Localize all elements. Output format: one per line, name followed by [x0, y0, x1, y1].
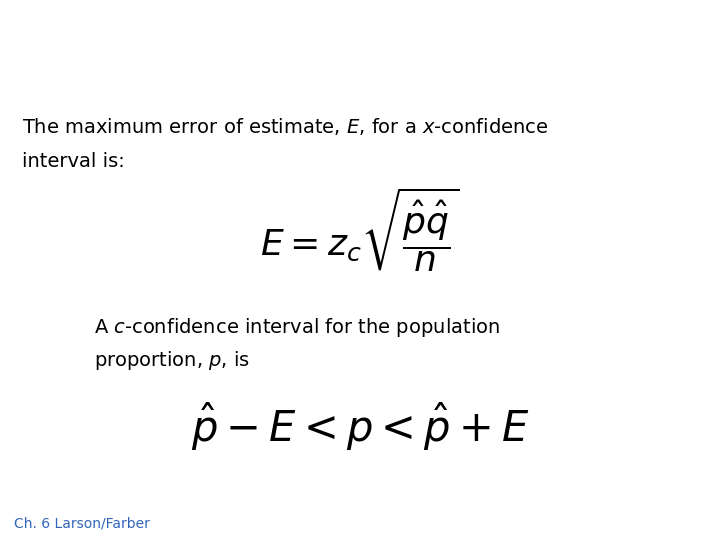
Text: Confidence Intervals for Population: Confidence Intervals for Population	[55, 22, 665, 51]
Text: Proportions: Proportions	[259, 64, 461, 93]
Text: interval is:: interval is:	[22, 152, 125, 171]
Text: $\hat{p} - E < p < \hat{p} + E$: $\hat{p} - E < p < \hat{p} + E$	[191, 401, 529, 453]
Text: The maximum error of estimate, $E$, for a $x$-confidence: The maximum error of estimate, $E$, for …	[22, 116, 548, 137]
Text: Ch. 6 Larson/Farber: Ch. 6 Larson/Farber	[14, 516, 150, 530]
Text: proportion, $p$, is: proportion, $p$, is	[94, 349, 249, 372]
Text: $E = z_c\sqrt{\dfrac{\hat{p}\hat{q}}{n}}$: $E = z_c\sqrt{\dfrac{\hat{p}\hat{q}}{n}}…	[260, 185, 460, 274]
Text: A $c$-confidence interval for the population: A $c$-confidence interval for the popula…	[94, 316, 500, 339]
